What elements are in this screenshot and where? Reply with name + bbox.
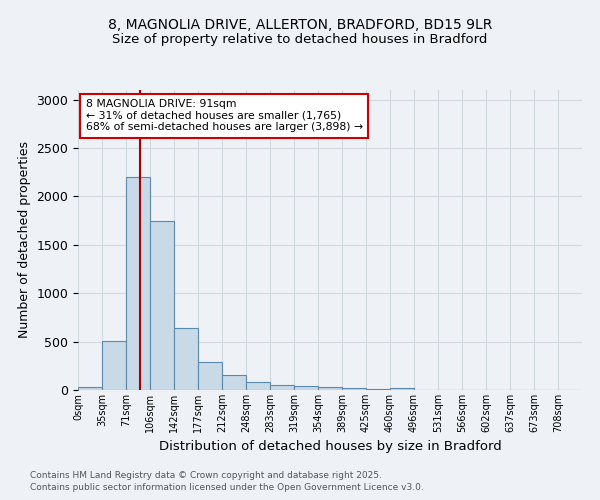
X-axis label: Distribution of detached houses by size in Bradford: Distribution of detached houses by size … bbox=[158, 440, 502, 454]
Bar bbox=[390, 388, 414, 390]
Y-axis label: Number of detached properties: Number of detached properties bbox=[18, 142, 31, 338]
Bar bbox=[294, 386, 318, 390]
Bar bbox=[222, 376, 246, 390]
Bar bbox=[318, 387, 342, 390]
Bar bbox=[366, 388, 390, 390]
Bar bbox=[270, 385, 294, 390]
Bar bbox=[78, 387, 102, 390]
Bar bbox=[174, 328, 198, 390]
Text: Size of property relative to detached houses in Bradford: Size of property relative to detached ho… bbox=[112, 34, 488, 46]
Bar bbox=[198, 362, 222, 390]
Bar bbox=[246, 382, 270, 390]
Text: Contains HM Land Registry data © Crown copyright and database right 2025.: Contains HM Land Registry data © Crown c… bbox=[30, 472, 382, 480]
Text: 8, MAGNOLIA DRIVE, ALLERTON, BRADFORD, BD15 9LR: 8, MAGNOLIA DRIVE, ALLERTON, BRADFORD, B… bbox=[108, 18, 492, 32]
Text: 8 MAGNOLIA DRIVE: 91sqm
← 31% of detached houses are smaller (1,765)
68% of semi: 8 MAGNOLIA DRIVE: 91sqm ← 31% of detache… bbox=[86, 99, 362, 132]
Bar bbox=[102, 340, 126, 390]
Bar bbox=[126, 177, 150, 390]
Text: Contains public sector information licensed under the Open Government Licence v3: Contains public sector information licen… bbox=[30, 482, 424, 492]
Bar bbox=[342, 388, 366, 390]
Bar bbox=[150, 220, 174, 390]
